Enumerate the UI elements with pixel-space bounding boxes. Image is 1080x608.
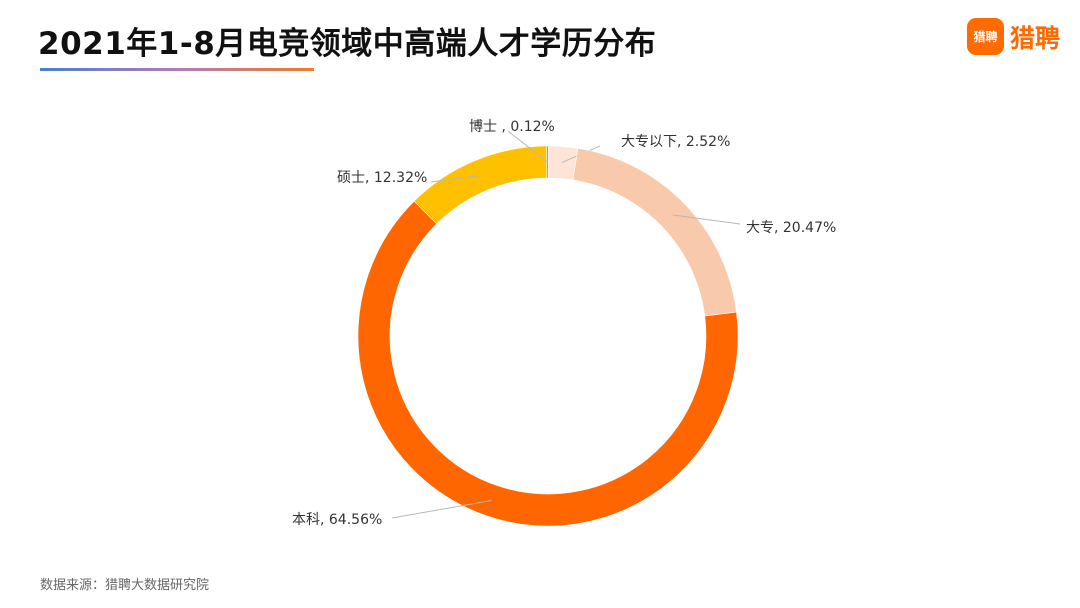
title-underline: [40, 68, 314, 71]
slice-label-1: 大专, 20.47%: [746, 220, 836, 236]
slice-label-3: 硕士, 12.32%: [337, 170, 427, 186]
logo-badge-icon: 猎聘: [966, 18, 1004, 55]
leader-line-1: [672, 214, 741, 225]
slice-label-2: 本科, 64.56%: [292, 512, 382, 528]
leader-line-4: [507, 130, 548, 163]
slice-label-0: 大专以下, 2.52%: [621, 134, 730, 150]
donut-slice-1: [572, 148, 737, 317]
leader-line-2: [391, 500, 492, 519]
liepin-logo: 猎聘 猎聘: [966, 18, 1060, 55]
data-source-note: 数据来源：猎聘大数据研究院: [40, 578, 210, 593]
logo-text: 猎聘: [1009, 23, 1060, 53]
slice-label-4: 博士 , 0.12%: [469, 118, 555, 135]
donut-slice-3: [413, 145, 548, 225]
donut-slice-2: [357, 200, 739, 527]
page-title: 2021年1-8月电竞领域中高端人才学历分布: [38, 26, 657, 62]
leader-line-3: [430, 174, 482, 183]
